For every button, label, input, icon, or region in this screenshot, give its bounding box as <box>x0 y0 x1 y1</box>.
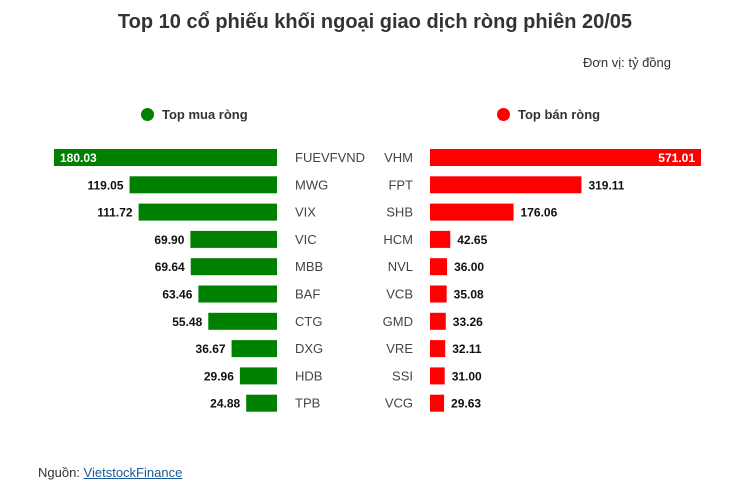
legend-buy-label: Top mua ròng <box>162 107 248 122</box>
buy-category-label: CTG <box>295 314 322 329</box>
buy-category-label: MBB <box>295 259 323 274</box>
sell-category-label: VCG <box>385 396 413 411</box>
sell-value-label: 33.26 <box>453 315 483 329</box>
sell-bar <box>430 149 701 166</box>
buy-category-label: TPB <box>295 396 320 411</box>
sell-category-label: VCB <box>386 287 413 302</box>
sell-bar <box>430 258 448 276</box>
buy-bar <box>54 149 277 166</box>
sell-category-label: HCM <box>383 232 413 247</box>
sell-category-label: VHM <box>384 150 413 165</box>
buy-value-label: 69.90 <box>154 233 184 247</box>
buy-value-label: 24.88 <box>210 397 240 411</box>
sell-bar <box>430 394 445 412</box>
buy-bar <box>231 340 277 358</box>
legend-sell-marker <box>497 108 510 121</box>
source-label: Nguồn: <box>38 465 84 480</box>
buy-bar <box>138 203 277 221</box>
buy-category-label: DXG <box>295 341 323 356</box>
sell-value-label: 32.11 <box>452 342 482 356</box>
sell-bar <box>430 230 451 248</box>
buy-category-label: BAF <box>295 287 320 302</box>
source-link[interactable]: VietstockFinance <box>83 465 183 480</box>
sell-category-label: FPT <box>388 177 413 192</box>
source-line: Nguồn: VietstockFinance <box>38 465 182 480</box>
sell-bar <box>430 312 446 330</box>
sell-category-label: NVL <box>388 259 413 274</box>
sell-value-label: 571.01 <box>658 151 695 165</box>
buy-category-label: VIC <box>295 232 317 247</box>
sell-bar <box>430 176 582 194</box>
buy-bar <box>208 312 277 330</box>
sell-value-label: 36.00 <box>454 260 484 274</box>
legend-buy-marker <box>141 108 154 121</box>
buy-value-label: 180.03 <box>60 151 97 165</box>
legend-buy: Top mua ròng <box>141 107 248 122</box>
sell-bar <box>430 340 446 358</box>
buy-value-label: 63.46 <box>162 288 192 302</box>
sell-category-label: SSI <box>392 368 413 383</box>
buy-bar <box>246 394 277 412</box>
sell-bar <box>430 285 447 303</box>
buy-value-label: 69.64 <box>155 260 185 274</box>
sell-bar <box>430 203 514 221</box>
sell-value-label: 42.65 <box>457 233 487 247</box>
buy-value-label: 111.72 <box>97 206 133 220</box>
legend-sell-label: Top bán ròng <box>518 107 601 122</box>
legend-sell: Top bán ròng <box>497 107 600 122</box>
sell-category-label: SHB <box>386 205 413 220</box>
buy-bar <box>239 367 277 385</box>
sell-value-label: 35.08 <box>454 288 484 302</box>
sell-category-label: GMD <box>383 314 413 329</box>
buy-category-label: MWG <box>295 177 328 192</box>
sell-bar <box>430 367 445 385</box>
chart-title: Top 10 cổ phiếu khối ngoại giao dịch ròn… <box>117 11 633 33</box>
buy-bar <box>190 230 277 248</box>
buy-category-label: FUEVFVND <box>295 150 365 165</box>
buy-value-label: 36.67 <box>196 342 226 356</box>
buy-value-label: 55.48 <box>172 315 202 329</box>
buy-bar <box>198 285 277 303</box>
unit-label: Đơn vị: tỷ đồng <box>582 55 671 70</box>
buy-value-label: 29.96 <box>204 369 234 383</box>
buy-bar <box>129 176 277 194</box>
sell-value-label: 176.06 <box>521 206 558 220</box>
buy-bar <box>190 258 277 276</box>
sell-value-label: 29.63 <box>451 397 481 411</box>
buy-category-label: VIX <box>295 205 316 220</box>
sell-category-label: VRE <box>386 341 413 356</box>
buy-value-label: 119.05 <box>87 178 123 192</box>
sell-value-label: 31.00 <box>452 369 482 383</box>
buy-category-label: HDB <box>295 368 322 383</box>
sell-value-label: 319.11 <box>588 178 624 192</box>
